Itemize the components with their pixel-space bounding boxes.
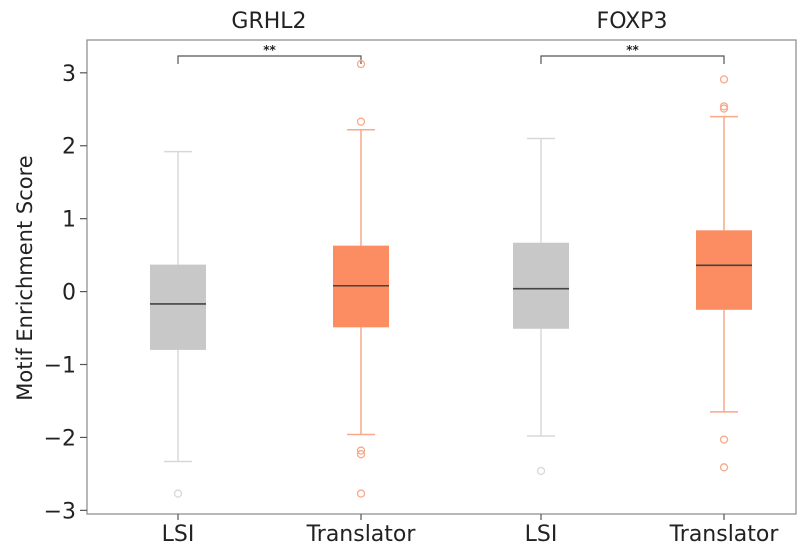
panels: GRHL2 ** LSI Translator FOXP3 ** LSI Translator [150,9,779,545]
box-lsi: LSI [150,150,206,545]
significance-bracket [540,55,725,64]
outlier-point [719,435,729,444]
outlier-point [356,450,366,459]
panel-grhl2: GRHL2 ** LSI Translator [150,9,416,545]
outlier-point [536,466,546,476]
box-lsi: LSI [513,137,569,545]
panel-title: FOXP3 [597,9,668,34]
y-tick-label: 2 [62,135,76,160]
outlier-point [719,75,729,84]
y-axis-label: Motif Enrichment Score [13,155,37,400]
y-tick-label: 1 [62,208,76,233]
panel-title: GRHL2 [231,9,306,34]
y-tick-label: 3 [62,62,76,87]
iqr-box [696,230,752,310]
x-tick-label: Translator [306,522,417,545]
outlier-point [173,489,183,498]
outlier-point [356,446,366,455]
outlier-point [719,104,729,113]
outlier-point [356,117,366,126]
significance-bracket [177,55,362,64]
y-tick-label: −3 [44,499,76,524]
iqr-box [150,264,206,350]
x-tick-label: Translator [669,522,780,545]
panel-foxp3: FOXP3 ** LSI Translator [513,9,779,545]
y-tick-label: 0 [62,281,76,306]
outlier-point [356,489,366,498]
y-axis-ticks: 3 2 1 0 −1 −2 −3 [44,62,87,524]
plot-frame [86,39,797,515]
x-tick-label: LSI [162,522,195,545]
significance-label: ** [263,43,276,57]
x-tick-label: LSI [525,522,558,545]
y-tick-label: −1 [44,354,76,379]
iqr-box [513,242,569,329]
y-tick-label: −2 [44,426,76,451]
significance-label: ** [626,43,639,57]
outlier-point [719,463,729,472]
box-translator: Translator [306,59,417,545]
outlier-point [356,59,366,69]
box-translator: Translator [669,75,780,545]
